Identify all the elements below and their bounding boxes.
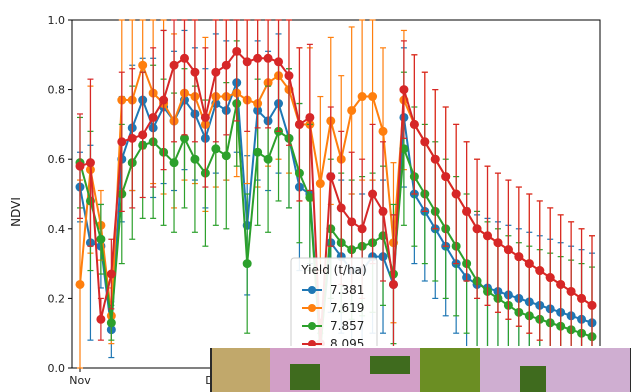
data-point (127, 133, 137, 143)
legend-marker (308, 322, 316, 330)
data-point (326, 172, 336, 182)
data-point (545, 273, 555, 283)
data-point (535, 266, 545, 276)
inset-patch-e (290, 364, 320, 390)
data-point (347, 217, 357, 227)
data-point (169, 60, 179, 70)
data-point (85, 158, 95, 168)
data-point (242, 57, 252, 67)
data-point (284, 71, 294, 81)
data-point (294, 119, 304, 129)
data-point (357, 92, 367, 102)
data-point (577, 293, 587, 303)
data-point (169, 158, 179, 168)
inset-patch-f (370, 356, 410, 374)
data-point (503, 245, 513, 255)
data-point (566, 286, 576, 296)
data-point (587, 300, 597, 310)
data-point (556, 279, 566, 289)
data-point (190, 67, 200, 77)
y-tick-label: 0.2 (48, 292, 66, 305)
data-point (368, 189, 378, 199)
data-point (253, 147, 263, 157)
legend-label: 7.857 (330, 319, 364, 333)
y-tick-label: 1.0 (48, 14, 66, 27)
inset-patch-d (480, 348, 630, 392)
data-point (315, 179, 325, 189)
data-point (399, 85, 409, 95)
data-point (409, 119, 419, 129)
data-point (483, 231, 493, 241)
y-axis: 0.0 0.2 0.4 0.6 0.8 1.0 (48, 14, 72, 375)
data-point (106, 269, 116, 279)
data-point (138, 60, 148, 70)
inset-top-edge (210, 346, 631, 348)
markers (75, 46, 597, 349)
y-tick-label: 0.4 (48, 223, 66, 236)
data-point (211, 144, 221, 154)
data-point (357, 224, 367, 234)
inset-patch-g (520, 366, 546, 392)
data-point (378, 206, 388, 216)
inset-map-image (210, 346, 631, 392)
data-point (263, 53, 273, 63)
data-point (200, 112, 210, 122)
inset-patch-c (420, 348, 480, 392)
data-point (420, 137, 430, 147)
legend-marker (308, 304, 316, 312)
data-point (378, 126, 388, 136)
data-point (368, 92, 378, 102)
data-point (159, 95, 169, 105)
data-point (138, 130, 148, 140)
data-point (75, 279, 85, 289)
data-point (524, 259, 534, 269)
data-point (263, 154, 273, 164)
data-point (221, 151, 231, 161)
legend-label: 7.619 (330, 301, 364, 315)
legend-title: Yield (t/ha) (300, 263, 366, 277)
data-point (441, 172, 451, 182)
x-tick-label: Nov (69, 374, 91, 387)
data-point (388, 279, 398, 289)
data-point (75, 161, 85, 171)
data-point (190, 154, 200, 164)
data-point (96, 234, 106, 244)
data-point (221, 60, 231, 70)
y-tick-label: 0.0 (48, 362, 66, 375)
y-tick-label: 0.8 (48, 84, 66, 97)
data-point (493, 238, 503, 248)
data-point (96, 314, 106, 324)
data-point (430, 154, 440, 164)
data-point (253, 53, 263, 63)
data-point (148, 112, 158, 122)
data-point (462, 206, 472, 216)
data-point (305, 112, 315, 122)
data-point (472, 224, 482, 234)
data-point (514, 252, 524, 262)
data-point (179, 53, 189, 63)
data-point (117, 137, 127, 147)
data-point (274, 57, 284, 67)
legend-marker (308, 286, 316, 294)
inset-patch-a (212, 348, 270, 392)
data-point (232, 46, 242, 56)
data-point (106, 318, 116, 328)
data-point (451, 189, 461, 199)
legend-label: 7.381 (330, 283, 364, 297)
data-point (211, 67, 221, 77)
y-tick-label: 0.6 (48, 153, 66, 166)
y-axis-label: NDVI (9, 197, 23, 227)
data-point (179, 133, 189, 143)
data-point (336, 203, 346, 213)
data-point (242, 259, 252, 269)
data-point (347, 105, 357, 115)
